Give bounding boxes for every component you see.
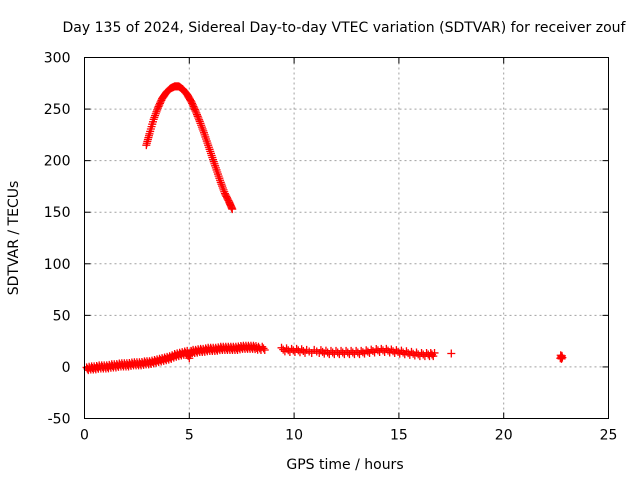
x-axis-label: GPS time / hours	[286, 457, 403, 473]
data-point	[202, 137, 211, 146]
data-point	[213, 167, 222, 176]
x-tick-label: 0	[80, 428, 89, 444]
tick-layer: 0 5 10 15 20 25 -50 0 50 100 150 200 250 300	[44, 51, 618, 444]
data-point	[205, 145, 214, 154]
data-point	[216, 176, 225, 185]
data-point	[558, 353, 567, 362]
data-point	[151, 109, 160, 118]
data-point	[196, 119, 205, 128]
data-point	[218, 182, 227, 191]
data-point	[218, 183, 227, 192]
data-point	[211, 163, 220, 172]
data-point	[206, 147, 215, 156]
data-point	[219, 185, 228, 194]
plot-frame	[84, 57, 609, 419]
data-point	[202, 134, 211, 143]
data-point	[228, 205, 237, 214]
data-point	[191, 107, 200, 116]
data-point	[206, 149, 215, 158]
x-tick-label: 25	[600, 428, 618, 444]
data-point	[199, 128, 208, 137]
y-axis-label: SDTVAR / TECUs	[6, 181, 22, 296]
data-point	[207, 151, 216, 160]
data-point	[192, 110, 201, 119]
x-tick-label: 20	[495, 428, 513, 444]
data-point	[259, 344, 268, 353]
data-point	[153, 105, 162, 114]
x-tick-label: 5	[185, 428, 194, 444]
data-point	[204, 141, 213, 150]
data-point	[209, 155, 218, 164]
data-point	[201, 132, 210, 141]
data-point	[204, 143, 213, 152]
data-point	[214, 172, 223, 181]
data-point	[197, 121, 206, 130]
x-tick-label: 10	[285, 428, 303, 444]
data-point	[150, 113, 159, 122]
data-point	[430, 348, 439, 357]
y-tick-label: 0	[62, 360, 71, 376]
data-point	[213, 170, 222, 179]
y-tick-label: 300	[44, 51, 71, 67]
data-point	[212, 165, 221, 174]
data-point	[216, 178, 225, 187]
data-point	[197, 123, 206, 132]
data-point	[195, 115, 204, 124]
data-point	[199, 126, 208, 135]
data-point	[447, 349, 456, 358]
grid-layer	[84, 57, 609, 419]
data-point	[192, 108, 201, 117]
data-point	[210, 159, 219, 168]
data-point	[193, 112, 202, 121]
data-point	[194, 114, 203, 123]
data-point	[217, 180, 226, 189]
chart-title: Day 135 of 2024, Sidereal Day-to-day VTE…	[63, 20, 627, 36]
y-tick-label: 250	[44, 102, 71, 118]
data-point	[209, 157, 218, 166]
data-point	[200, 130, 209, 139]
data-point	[211, 161, 220, 170]
data-point	[152, 107, 161, 116]
data-point	[149, 115, 158, 124]
data-point	[151, 111, 160, 120]
data-point	[198, 125, 207, 134]
data-point	[260, 345, 269, 354]
x-tick-label: 15	[390, 428, 408, 444]
y-tick-label: 50	[53, 308, 71, 324]
data-point	[215, 174, 224, 183]
y-tick-label: -50	[48, 412, 71, 428]
y-tick-label: 200	[44, 154, 71, 170]
data-point	[203, 139, 212, 148]
y-tick-label: 100	[44, 257, 71, 273]
data-point	[195, 117, 204, 126]
points-layer	[82, 82, 567, 375]
y-tick-label: 150	[44, 205, 71, 221]
